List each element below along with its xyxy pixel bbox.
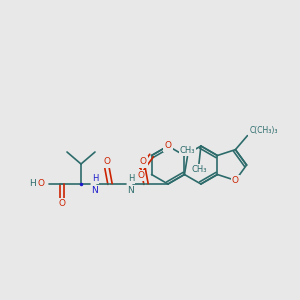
Text: CH₃: CH₃ xyxy=(180,146,195,155)
Text: O: O xyxy=(137,171,144,180)
Text: O: O xyxy=(140,158,146,166)
Text: N: N xyxy=(92,186,98,195)
Text: C(CH₃)₃: C(CH₃)₃ xyxy=(249,126,278,135)
Text: H: H xyxy=(29,179,36,188)
Text: O: O xyxy=(37,179,44,188)
Text: O: O xyxy=(164,142,172,151)
Text: N: N xyxy=(128,186,134,195)
Text: H: H xyxy=(92,174,98,183)
Text: H: H xyxy=(128,174,134,183)
Text: O: O xyxy=(103,158,110,166)
Text: O: O xyxy=(232,176,239,185)
Text: CH₃: CH₃ xyxy=(191,166,207,175)
Text: O: O xyxy=(58,200,65,208)
